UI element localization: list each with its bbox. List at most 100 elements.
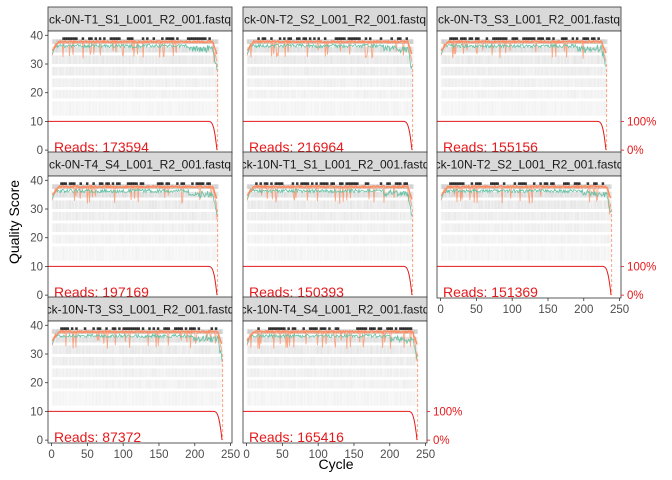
reads-count-label: Reads: 197169 [54, 284, 149, 300]
y-tick-label: 40 [30, 175, 43, 187]
quality-top-marks [62, 37, 211, 40]
facet-panel: ck-10N-T4_S4_L001_R2_001.fastq Reads: 165… [241, 296, 462, 461]
quality-top-marks [255, 182, 409, 185]
median-quality-line [51, 184, 218, 199]
facet-strip-label: ck-0N-T3_S3_L001_R2_001.fastq [438, 13, 620, 27]
quality-heatmap [51, 184, 219, 261]
y-axis-title: Quality Score [6, 180, 22, 264]
x-tick-label: 50 [81, 449, 94, 461]
median-quality-line [246, 39, 413, 55]
panel-border [242, 320, 428, 444]
x-tick-label: 50 [470, 304, 483, 316]
x-tick-label: 50 [276, 449, 289, 461]
x-tick-label: 0 [48, 449, 54, 461]
y-tick-label: 30 [30, 349, 43, 361]
y-tick-label: 0 [37, 145, 43, 157]
quartile-line [246, 332, 418, 361]
facet-panel: ck-0N-T3_S3_L001_R2_001.fastq Reads: 1551… [436, 6, 656, 157]
y-tick-label: 0 [37, 435, 43, 447]
x-tick-label: 150 [344, 449, 363, 461]
reads-fraction-line [243, 120, 413, 151]
secondary-tick-label: 0% [627, 290, 644, 302]
facet-strip [47, 6, 233, 32]
median-quality-line [51, 329, 223, 344]
mean-quality-line [246, 332, 418, 360]
x-tick-label: 0 [437, 304, 443, 316]
median-quality-line [246, 184, 413, 200]
mean-quality-line [246, 42, 413, 69]
x-tick-label: 250 [610, 304, 629, 316]
reads-fraction-line [437, 265, 612, 296]
quality-top-marks [257, 37, 409, 40]
facet-panel: ck-10N-T1_S1_L001_R2_001.fastq Reads: 150… [241, 151, 430, 300]
median-quality-line [440, 39, 607, 54]
mean-quality-line [440, 188, 612, 213]
y-tick-label: 20 [30, 233, 43, 245]
facet-panel: ck-0N-T1_S1_L001_R2_001.fastq Reads: 1735… [30, 6, 233, 157]
y-tick-label: 10 [30, 261, 43, 273]
y-tick-label: 10 [30, 116, 43, 128]
quality-top-marks [449, 182, 605, 185]
y-tick-label: 10 [30, 406, 43, 418]
reads-fraction-line [48, 120, 218, 151]
facet-strip-label: ck-10N-T3_S3_L001_R2_001.fastq [46, 303, 235, 317]
quality-top-marks [60, 182, 211, 185]
quartile-line [51, 332, 223, 352]
x-axis-title: Cycle [318, 456, 353, 472]
panel-border [47, 320, 233, 444]
x-tick-label: 200 [574, 304, 593, 316]
x-tick-label: 150 [149, 449, 168, 461]
x-tick-label: 150 [538, 304, 557, 316]
quartile-line [246, 187, 413, 207]
facet-strip-label: ck-0N-T1_S1_L001_R2_001.fastq [49, 13, 231, 27]
x-tick-label: 100 [503, 304, 522, 316]
reads-count-label: Reads: 216964 [249, 139, 344, 155]
reads-count-label: Reads: 173594 [54, 139, 149, 155]
secondary-tick-label: 0% [627, 145, 644, 157]
reads-fraction-line [48, 265, 218, 296]
reads-fraction-line [243, 265, 413, 296]
x-tick-label: 100 [114, 449, 133, 461]
quality-heatmap [246, 184, 414, 261]
mean-quality-line [440, 42, 607, 67]
facet-strip-label: ck-0N-T4_S4_L001_R2_001.fastq [49, 158, 231, 172]
facet-strip [242, 6, 428, 32]
facet-strip-label: ck-10N-T1_S1_L001_R2_001.fastq [241, 158, 430, 172]
mean-quality-line [51, 187, 218, 216]
x-tick-label: 0 [243, 449, 249, 461]
y-tick-label: 20 [30, 88, 43, 100]
facet-strip-label: ck-0N-T2_S2_L001_R2_001.fastq [244, 13, 426, 27]
facet-strip-label: ck-10N-T4_S4_L001_R2_001.fastq [241, 303, 430, 317]
reads-count-label: Reads: 151369 [443, 284, 538, 300]
facet-panel: ck-10N-T3_S3_L001_R2_001.fastq Reads: 873… [30, 296, 240, 461]
facet-strip [47, 151, 233, 177]
x-tick-label: 250 [221, 449, 240, 461]
median-quality-line [246, 329, 418, 345]
x-tick-label: 200 [380, 449, 399, 461]
y-tick-label: 40 [30, 30, 43, 42]
reads-count-label: Reads: 150393 [249, 284, 344, 300]
x-tick-label: 100 [309, 449, 328, 461]
facet-strip-label: ck-10N-T2_S2_L001_R2_001.fastq [435, 158, 624, 172]
reads-fraction-line [437, 120, 607, 151]
panel-border [436, 175, 622, 299]
panels-layer: ck-0N-T1_S1_L001_R2_001.fastq Reads: 1735… [30, 6, 656, 461]
facet-panel: ck-10N-T2_S2_L001_R2_001.fastq Reads: 151… [435, 151, 656, 316]
median-quality-line [51, 39, 218, 55]
facet-panel: ck-0N-T2_S2_L001_R2_001.fastq Reads: 2169… [242, 6, 428, 155]
reads-fraction-line [243, 410, 418, 441]
y-tick-label: 30 [30, 59, 43, 71]
y-tick-label: 30 [30, 204, 43, 216]
quality-top-marks [257, 327, 413, 330]
mean-quality-line [51, 332, 223, 362]
secondary-tick-label: 100% [433, 406, 462, 418]
x-tick-label: 250 [416, 449, 435, 461]
reads-count-label: Reads: 165416 [249, 429, 344, 445]
facet-panel: ck-0N-T4_S4_L001_R2_001.fastq Reads: 1971… [30, 151, 233, 302]
secondary-tick-label: 100% [627, 261, 656, 273]
x-tick-label: 200 [185, 449, 204, 461]
facet-strip [242, 151, 428, 177]
y-tick-label: 40 [30, 320, 43, 332]
secondary-tick-label: 100% [627, 116, 656, 128]
